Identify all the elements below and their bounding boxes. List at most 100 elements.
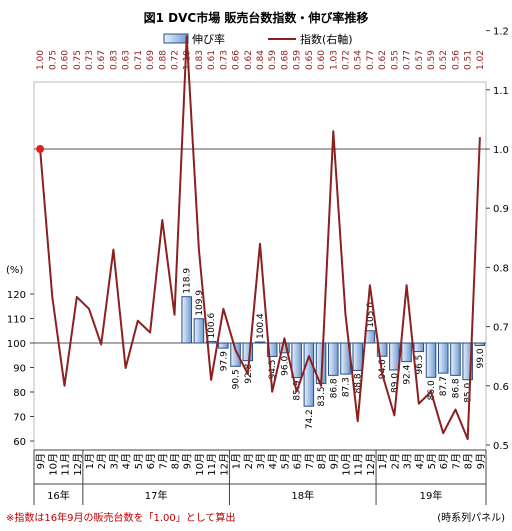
index-label: 0.71 bbox=[134, 50, 144, 70]
legend-bar-label: 伸び率 bbox=[192, 32, 225, 46]
growth-label: 105.0 bbox=[366, 302, 376, 328]
growth-label: 97.9 bbox=[219, 351, 229, 371]
right-axis: 0.5 0.6 0.7 0.8 0.9 1.0 1.1 1.2 bbox=[486, 27, 509, 452]
index-label: 0.83 bbox=[195, 50, 205, 70]
growth-label: 96.5 bbox=[415, 355, 425, 375]
x-tick-label: 9月 bbox=[35, 453, 47, 469]
x-tick-label: 10月 bbox=[47, 453, 59, 476]
x-tick-label: 5月 bbox=[133, 453, 145, 469]
growth-bar bbox=[437, 342, 449, 374]
index-label: 0.62 bbox=[244, 50, 254, 70]
left-axis-tick-label: 70 bbox=[13, 413, 26, 424]
growth-label: 83.5 bbox=[317, 386, 327, 406]
growth-label: 96.0 bbox=[280, 356, 290, 376]
x-tick-label: 2月 bbox=[389, 453, 401, 469]
growth-label: 92.4 bbox=[403, 364, 413, 384]
year-label: 16年 bbox=[47, 489, 70, 502]
growth-label: 118.9 bbox=[183, 268, 193, 294]
x-tick-label: 12月 bbox=[365, 453, 377, 476]
index-label: 0.61 bbox=[207, 50, 217, 70]
growth-label: 94.6 bbox=[378, 359, 388, 379]
index-line-layer bbox=[36, 35, 481, 441]
x-tick-label: 1月 bbox=[84, 453, 96, 469]
x-tick-label: 6月 bbox=[292, 453, 304, 469]
growth-bar bbox=[254, 341, 266, 344]
growth-label: 86.0 bbox=[427, 380, 437, 400]
x-tick-label: 2月 bbox=[243, 453, 255, 469]
growth-bar bbox=[462, 342, 473, 381]
x-tick-label: 6月 bbox=[438, 453, 450, 469]
year-label: 18年 bbox=[291, 489, 314, 502]
growth-bars bbox=[181, 296, 486, 407]
index-line bbox=[39, 35, 481, 441]
x-tick-label: 11月 bbox=[353, 453, 365, 476]
x-tick-label: 9月 bbox=[328, 453, 340, 469]
x-tick-label: 8月 bbox=[169, 453, 181, 469]
growth-bar bbox=[352, 342, 363, 371]
x-tick-label: 3月 bbox=[255, 453, 267, 469]
index-label: 0.59 bbox=[293, 50, 303, 70]
index-label: 0.88 bbox=[158, 50, 168, 70]
footnote: ※指数は16年9月の販売台数を「1.00」として算出 bbox=[6, 511, 235, 524]
index-label: 0.72 bbox=[342, 50, 352, 70]
x-tick-label: 1月 bbox=[231, 453, 243, 469]
x-tick-label: 1月 bbox=[377, 453, 389, 469]
growth-bar bbox=[376, 342, 388, 357]
x-tick-label: 8月 bbox=[316, 453, 328, 469]
right-axis-tick-label: 0.6 bbox=[493, 382, 509, 393]
growth-bar bbox=[425, 342, 437, 378]
index-label: 0.73 bbox=[219, 50, 229, 70]
x-tick-label: 7月 bbox=[157, 453, 169, 469]
index-label: 0.67 bbox=[97, 50, 107, 70]
left-axis-tick-label: 110 bbox=[7, 315, 26, 326]
growth-label: 100.6 bbox=[207, 312, 217, 338]
x-tick-label: 5月 bbox=[279, 453, 291, 469]
growth-label: 100.4 bbox=[256, 313, 266, 339]
growth-bar bbox=[450, 342, 461, 376]
growth-bar bbox=[181, 296, 192, 344]
left-axis-tick-label: 100 bbox=[7, 339, 26, 350]
x-tick-label: 6月 bbox=[145, 453, 157, 469]
index-label: 0.57 bbox=[415, 50, 425, 70]
x-tick-label: 3月 bbox=[108, 453, 120, 469]
index-label: 0.60 bbox=[317, 50, 327, 70]
growth-label: 90.5 bbox=[232, 369, 242, 389]
index-label: 0.56 bbox=[451, 50, 461, 70]
x-tick-label: 2月 bbox=[96, 453, 108, 469]
index-label: 0.66 bbox=[232, 50, 242, 70]
growth-label: 94.5 bbox=[268, 359, 278, 379]
index-label: 0.59 bbox=[427, 50, 437, 70]
right-axis-tick-label: 1.2 bbox=[493, 27, 509, 38]
x-tick-label: 4月 bbox=[267, 453, 279, 469]
legend: 伸び率 指数(右軸) bbox=[163, 32, 353, 46]
x-tick-label: 10月 bbox=[194, 453, 206, 476]
x-tick-label: 10月 bbox=[341, 453, 353, 476]
x-tick-label: 3月 bbox=[402, 453, 414, 469]
x-tick-label: 8月 bbox=[463, 453, 475, 469]
legend-bar-swatch bbox=[163, 33, 189, 44]
source-note: (時系列パネル) bbox=[437, 511, 505, 524]
index-label: 1.00 bbox=[36, 50, 46, 70]
chart-title: 図1 DVC市場 販売台数指数・伸び率推移 bbox=[144, 10, 369, 25]
growth-label: 74.2 bbox=[305, 409, 315, 429]
right-axis-tick-label: 0.7 bbox=[493, 323, 509, 334]
x-tick-label: 11月 bbox=[206, 453, 218, 476]
growth-bar bbox=[193, 318, 205, 344]
growth-label: 99.0 bbox=[476, 348, 486, 368]
left-axis-tick-label: 80 bbox=[13, 388, 26, 399]
growth-bar bbox=[328, 342, 339, 376]
left-axis: 60 70 80 90 100 110 120 bbox=[7, 290, 34, 448]
x-axis: 9月 10月 11月 12月 1月 2月 3月 4月 5月 6月 7月 8月 9月 10月 11月 12月 1月… bbox=[33, 449, 487, 505]
index-label: 0.69 bbox=[146, 50, 156, 70]
index-label: 0.60 bbox=[61, 50, 71, 70]
x-tick-label: 4月 bbox=[121, 453, 133, 469]
growth-label: 87.7 bbox=[439, 376, 449, 396]
left-axis-tick-label: 60 bbox=[13, 437, 26, 448]
x-tick-label: 5月 bbox=[426, 453, 438, 469]
index-label: 0.72 bbox=[170, 50, 180, 70]
index-label: 0.51 bbox=[464, 50, 474, 70]
growth-bar bbox=[218, 342, 229, 349]
index-label: 0.63 bbox=[122, 50, 132, 70]
legend-line-label: 指数(右軸) bbox=[300, 32, 353, 46]
